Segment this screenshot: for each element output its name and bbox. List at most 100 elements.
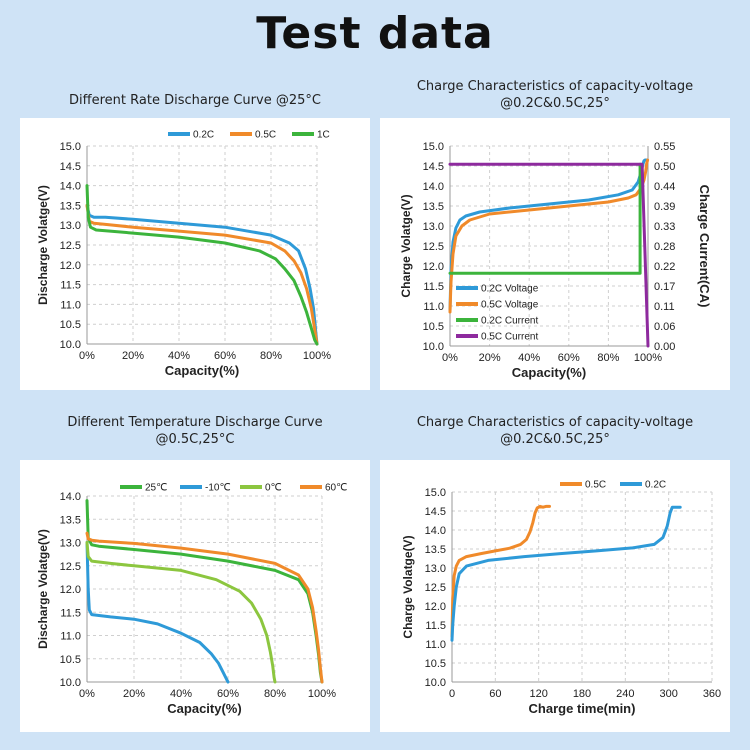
chart-panel-charge-time: 0 60 120 180 240 300 360 10.0 10.5 11.0 11.5 12.0 12…: [380, 460, 730, 732]
panel-3-title-line-2: @0.5C,25°C: [155, 432, 235, 447]
series-line-0-5c-current: [448, 162, 650, 348]
legend-label: 0.2C: [193, 130, 214, 141]
panel-4-title: Charge Characteristics of capacity-volta…: [380, 414, 730, 448]
chart-panel-rate-discharge: 0% 20% 40% 60% 80% 100% 10.0 10.5 11.0 11.5 12.0 12…: [20, 118, 370, 390]
y-tick-label: 10.0: [60, 677, 81, 689]
legend-label: 0.5C Voltage: [481, 300, 539, 311]
series-line-0-5c: [450, 504, 551, 638]
y-tick-label: 13.0: [60, 220, 81, 232]
y2-axis-title: Charge Current(CA): [697, 185, 712, 308]
y-tick-label: 12.0: [60, 584, 81, 596]
x-axis-title: Capacity(%): [512, 365, 586, 380]
y2-tick-label: 0.00: [654, 341, 675, 353]
y-tick-label: 10.0: [423, 341, 444, 353]
x-tick-label: 40%: [168, 350, 190, 362]
y2-tick-label: 0.50: [654, 161, 675, 173]
x-tick-label: 60%: [217, 688, 239, 700]
x-tick-label: 240: [616, 688, 634, 700]
y-tick-label: 13.5: [60, 514, 81, 526]
legend-label: 0.5C: [255, 130, 276, 141]
series-line-0-2c-voltage: [448, 158, 649, 312]
legend-label: 0.2C: [645, 480, 666, 491]
chart-panel-temperature-discharge: 0% 20% 40% 60% 80% 100% 10.0 10.5 11.0 11.5 12.0 12…: [20, 460, 370, 732]
y-tick-label: 13.0: [425, 563, 446, 575]
y-tick-label: 11.0: [60, 299, 81, 311]
y2-tick-label: 0.44: [654, 181, 675, 193]
series-line-0-5c: [85, 203, 319, 346]
chart-charge-capacity: 0% 20% 40% 60% 80% 100% 10.0 10.5 11.0 11.5 12.0 12…: [399, 141, 712, 380]
series-line--10-: [85, 541, 230, 684]
y-tick-label: 11.5: [423, 281, 444, 293]
x-tick-label: 20%: [479, 352, 501, 364]
legend-label: 0.5C Current: [481, 332, 538, 343]
y-tick-label: 12.0: [423, 261, 444, 273]
series-line-25-: [85, 499, 324, 684]
series-line-0-2c: [85, 203, 319, 346]
y-tick-label: 14.0: [423, 181, 444, 193]
x-tick-label: 100%: [634, 352, 662, 364]
y2-tick-label: 0.11: [654, 301, 675, 313]
y-axis-title: Discharge Volatge(V): [36, 529, 50, 649]
chart-charge-time: 0 60 120 180 240 300 360 10.0 10.5 11.0 11.5 12.0 12…: [401, 480, 721, 717]
x-axis-title: Capacity(%): [165, 363, 239, 378]
panel-2-title-line-2: @0.2C&0.5C,25°: [500, 96, 610, 111]
y-tick-label: 15.0: [423, 141, 444, 153]
panel-1-title: Different Rate Discharge Curve @25°C: [20, 92, 370, 109]
y2-tick-label: 0.28: [654, 241, 675, 253]
x-tick-label: 180: [573, 688, 591, 700]
panel-4-title-line-1: Charge Characteristics of capacity-volta…: [416, 415, 694, 430]
y2-tick-label: 0.22: [654, 261, 675, 273]
series-line-60-: [85, 531, 324, 684]
y-tick-label: 11.5: [60, 607, 81, 619]
y-tick-label: 13.0: [423, 221, 444, 233]
y-tick-label: 14.0: [425, 525, 446, 537]
y-tick-label: 12.0: [60, 260, 81, 272]
x-axis-title: Charge time(min): [529, 701, 636, 716]
x-axis-title: Capacity(%): [167, 701, 241, 716]
y-tick-label: 15.0: [425, 487, 446, 499]
y-tick-label: 14.0: [60, 491, 81, 503]
y-tick-label: 11.0: [423, 301, 444, 313]
panel-3-title: Different Temperature Discharge Curve @0…: [20, 414, 370, 448]
legend-label: -10℃: [205, 483, 231, 494]
y-tick-label: 10.0: [60, 339, 81, 351]
y-axis-title: Charge Volatge(V): [401, 535, 415, 638]
y-tick-label: 10.5: [60, 319, 81, 331]
y-tick-label: 11.5: [60, 280, 81, 292]
legend-label: 25℃: [145, 483, 167, 494]
y2-tick-label: 0.17: [654, 281, 675, 293]
y-tick-label: 13.5: [60, 200, 81, 212]
x-tick-label: 80%: [264, 688, 286, 700]
series-line-0-: [85, 541, 277, 684]
x-tick-label: 80%: [260, 350, 282, 362]
x-tick-label: 0%: [79, 350, 95, 362]
panel-2-title-line-1: Charge Characteristics of capacity-volta…: [416, 79, 694, 94]
x-tick-label: 0%: [442, 352, 458, 364]
y-tick-label: 11.5: [425, 620, 446, 632]
y-tick-label: 10.5: [60, 654, 81, 666]
chart-panel-charge-capacity: 0% 20% 40% 60% 80% 100% 10.0 10.5 11.0 11.5 12.0 12…: [380, 118, 730, 390]
y-axis-title: Charge Volatge(V): [399, 194, 413, 297]
y-tick-label: 10.5: [423, 321, 444, 333]
panel-3-title-line-1: Different Temperature Discharge Curve: [67, 415, 323, 430]
y-tick-label: 12.5: [423, 241, 444, 253]
x-tick-label: 60%: [214, 350, 236, 362]
y2-tick-label: 0.55: [654, 141, 675, 153]
y-tick-label: 12.5: [425, 582, 446, 594]
series-line-1c: [85, 184, 319, 346]
y2-tick-label: 0.39: [654, 201, 675, 213]
y-tick-label: 14.0: [60, 181, 81, 193]
y-tick-label: 12.5: [60, 240, 81, 252]
x-tick-label: 0: [449, 688, 455, 700]
x-tick-label: 80%: [597, 352, 619, 364]
y2-tick-label: 0.33: [654, 221, 675, 233]
legend-label: 0.5C: [585, 480, 606, 491]
series-line-0-2c: [450, 505, 682, 642]
page-title: Test data: [256, 8, 494, 59]
y-tick-label: 14.5: [423, 161, 444, 173]
x-tick-label: 20%: [122, 350, 144, 362]
x-tick-label: 300: [659, 688, 677, 700]
y-tick-label: 11.0: [60, 631, 81, 643]
y2-tick-label: 0.06: [654, 321, 675, 333]
x-tick-label: 0%: [79, 688, 95, 700]
